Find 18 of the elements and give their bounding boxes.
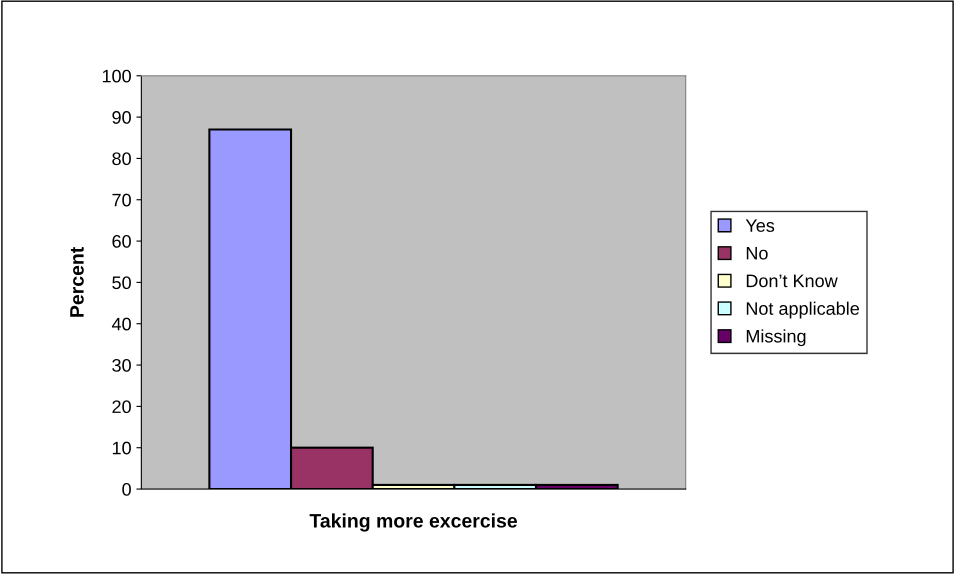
y-tick-label: 50 [112,276,131,290]
y-tick-label: 70 [112,194,131,206]
legend-label: Not applicable [746,302,859,318]
y-tick-label: 60 [112,235,131,248]
y-tick-label: 90 [112,111,131,124]
legend-label: Yes [746,219,774,232]
y-tick-label: 20 [112,400,131,414]
legend-label: Don’t Know [746,274,838,288]
x-axis-title: Taking more excercise [310,513,517,532]
y-tick-label: 80 [112,152,131,166]
y-axis-title: Percent [70,246,84,317]
y-tick-label: 10 [112,442,131,454]
legend-label: No [746,246,768,260]
y-tick-label: 30 [112,359,131,372]
y-tick-label: 40 [112,318,131,330]
y-tick-label: 100 [102,70,131,82]
y-tick-label: 0 [122,482,131,496]
legend-label: Missing [746,329,806,346]
